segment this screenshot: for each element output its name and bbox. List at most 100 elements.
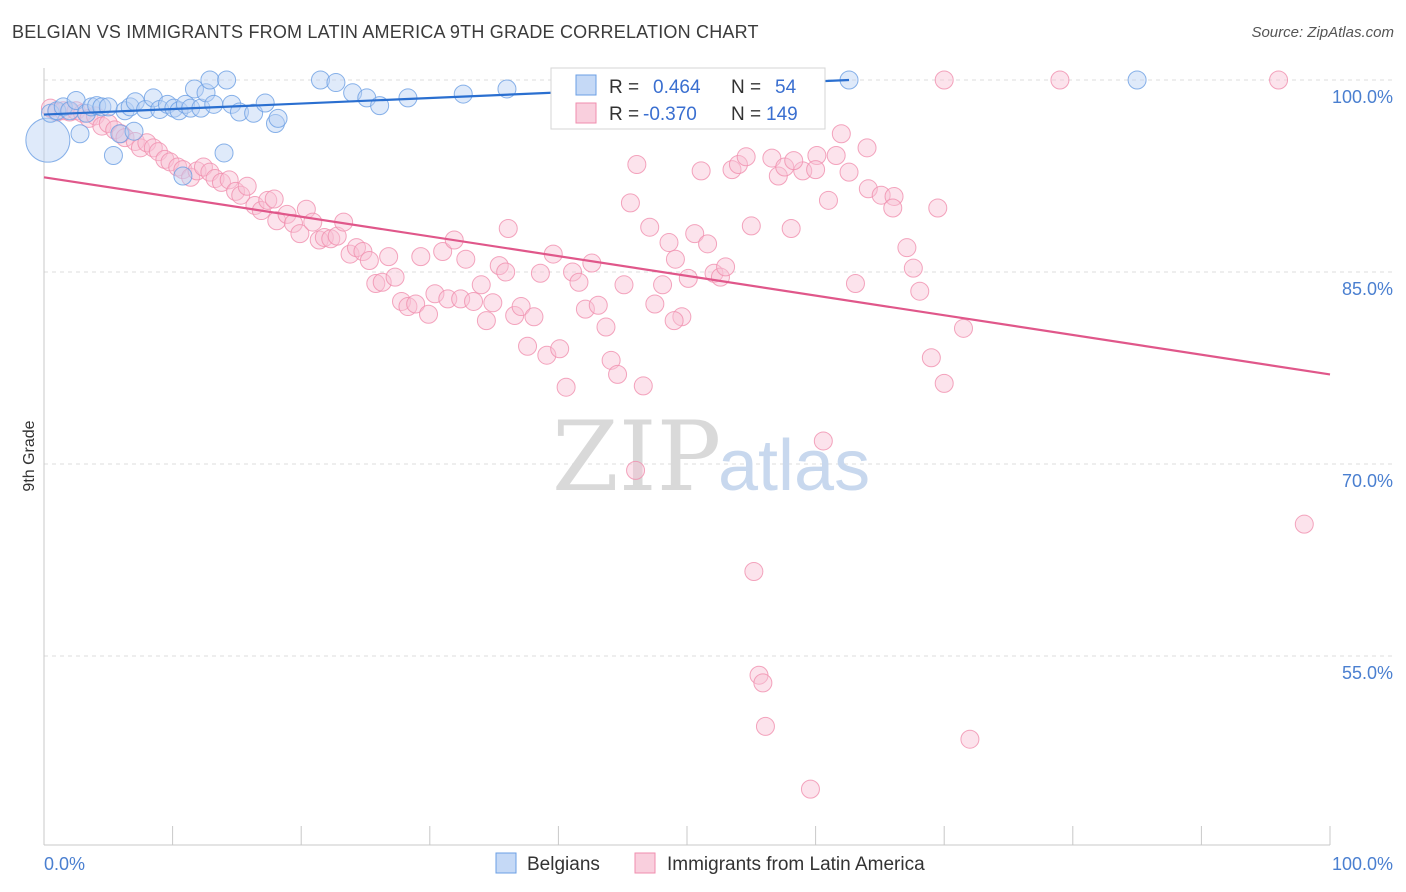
belgians-point (70, 124, 90, 144)
y-tick-label: 55.0% (1342, 663, 1393, 683)
latin-america-point (960, 729, 980, 749)
latin-america-point (813, 431, 833, 451)
latin-america-point (267, 211, 287, 231)
belgians-point (173, 166, 193, 186)
latin-america-point (659, 233, 679, 253)
latin-america-point (826, 146, 846, 166)
latin-america-point (1294, 514, 1314, 534)
latin-america-point (784, 151, 804, 171)
latin-america-point (883, 198, 903, 218)
latin-america-point (511, 297, 531, 317)
latin-america-point (1050, 70, 1070, 90)
x-ticks (43, 826, 1331, 845)
latin-america-point (781, 218, 801, 238)
latin-america-point (550, 339, 570, 359)
belgians-point (110, 124, 130, 144)
stats-r-label-belgians: R = (609, 77, 639, 98)
belgians-point (200, 70, 220, 90)
belgians-point (124, 121, 144, 141)
latin-america-point (173, 160, 193, 180)
latin-america-point (627, 154, 647, 174)
stats-n-value-latin-america: 149 (766, 104, 798, 125)
latin-america-point (219, 170, 239, 190)
latin-america-point (143, 138, 163, 158)
latin-america-point (620, 193, 640, 213)
latin-america-point (575, 299, 595, 319)
latin-america-point (496, 262, 516, 282)
latin-america-point (588, 295, 608, 315)
belgians-point (255, 93, 275, 113)
stats-n-value-belgians: 54 (775, 77, 797, 98)
latin-america-point (903, 258, 923, 278)
legend-label-belgians: Belgians (527, 854, 600, 875)
latin-america-point (524, 307, 544, 327)
source-label: Source: ZipAtlas.com (1251, 24, 1394, 41)
belgians-point (204, 94, 224, 114)
latin-america-point (193, 157, 213, 177)
stats-swatch-latin-america (575, 102, 597, 124)
legend-label-latin-america: Immigrants from Latin America (667, 854, 925, 875)
latin-america-point (226, 181, 246, 201)
latin-america-point (530, 263, 550, 283)
latin-america-point (518, 336, 538, 356)
belgians-point (310, 70, 330, 90)
latin-america-point (264, 189, 284, 209)
latin-america-point (800, 779, 820, 799)
latin-america-point (563, 262, 583, 282)
belgians-point (98, 97, 118, 117)
stats-box: R = 0.464 N = 54 R = -0.370 N = 149 (550, 67, 826, 130)
y-tick-label: 100.0% (1332, 87, 1393, 107)
latin-america-point (464, 291, 484, 311)
latin-america-point (741, 216, 761, 236)
belgians-point (196, 83, 216, 103)
x-tick-label-min: 0.0% (44, 854, 85, 874)
latin-america-point (953, 318, 973, 338)
latin-america-point (736, 147, 756, 167)
latin-america-point (419, 304, 439, 324)
latin-america-point (283, 213, 303, 233)
latin-america-point (744, 562, 764, 582)
latin-america-point (471, 275, 491, 295)
latin-america-point (425, 284, 445, 304)
latin-america-point (237, 176, 257, 196)
latin-america-point (372, 272, 392, 292)
latin-america-point (678, 268, 698, 288)
stats-n-label-belgians: N = (731, 77, 761, 98)
latin-america-point (653, 275, 673, 295)
latin-america-point (685, 224, 705, 244)
latin-america-point (608, 364, 628, 384)
latin-america-point (818, 190, 838, 210)
latin-america-point (392, 291, 412, 311)
latin-america-point (366, 274, 386, 294)
latin-america-point (398, 297, 418, 317)
legend-swatch-latin-america (634, 852, 656, 874)
latin-america-point (928, 198, 948, 218)
latin-america-point (753, 673, 773, 693)
latin-america-point (258, 190, 278, 210)
belgians-point (265, 114, 285, 134)
belgians-point (103, 146, 123, 166)
latin-america-point (640, 217, 660, 237)
latin-america-point (934, 373, 954, 393)
latin-america-point (839, 162, 859, 182)
latin-america-point (601, 350, 621, 370)
latin-america-point (716, 257, 736, 277)
latin-america-point (483, 293, 503, 313)
latin-america-point (406, 294, 426, 314)
latin-america-point (359, 250, 379, 270)
trend-line-latin-america (43, 176, 1331, 376)
latin-america-point (934, 70, 954, 90)
latin-america-point (476, 311, 496, 331)
latin-america-point (910, 281, 930, 301)
latin-america-point (807, 146, 827, 166)
watermark-atlas: atlas (718, 426, 870, 506)
latin-america-point (385, 267, 405, 287)
latin-america-point (379, 247, 399, 267)
latin-america-point (290, 224, 310, 244)
legend-swatch-belgians (495, 852, 517, 874)
latin-america-point (614, 275, 634, 295)
latin-america-point (498, 218, 518, 238)
latin-america-point (569, 272, 589, 292)
grid-lines (44, 79, 1392, 657)
